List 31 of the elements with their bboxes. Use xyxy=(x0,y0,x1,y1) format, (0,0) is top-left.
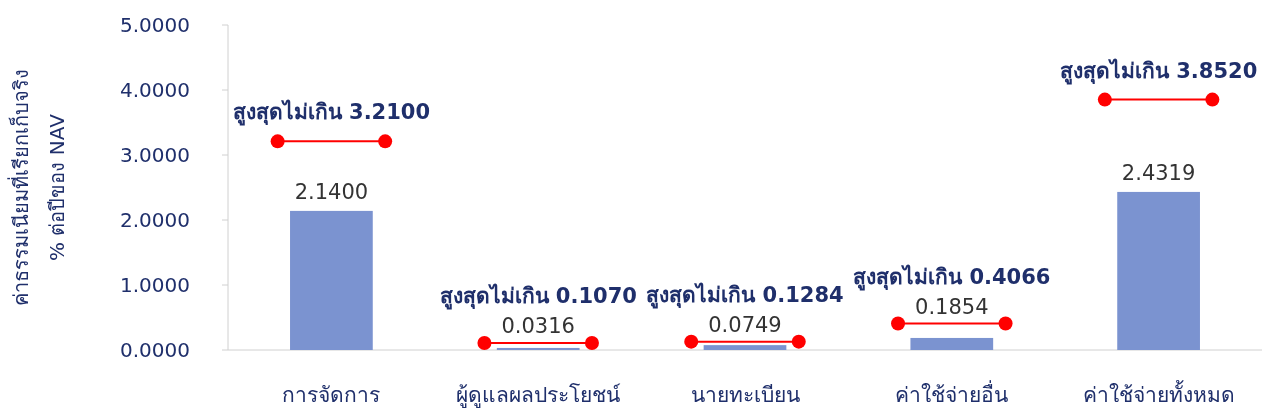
data-label: 0.0749 xyxy=(708,312,782,337)
x-tick-label: ค่าใช้จ่ายทั้งหมด xyxy=(1082,380,1235,407)
x-tick-label: ค่าใช้จ่ายอื่น xyxy=(895,380,1009,407)
bar xyxy=(910,337,994,350)
data-label: 2.4319 xyxy=(1121,160,1196,185)
point xyxy=(270,134,285,149)
y-tick-label: 0.0000 xyxy=(120,338,190,362)
bar xyxy=(290,210,373,350)
y-tick-label: 2.0000 xyxy=(120,208,190,232)
data-label: 0.1854 xyxy=(915,294,989,319)
bar xyxy=(496,347,580,350)
y-tick-label: 3.0000 xyxy=(120,143,190,167)
point xyxy=(891,316,906,331)
point xyxy=(684,334,699,349)
bar xyxy=(1117,191,1200,350)
data-label: สูงสุดไม่เกิน 3.8520 xyxy=(1059,57,1258,85)
y-tick-label: 4.0000 xyxy=(120,78,190,102)
data-label: 2.1400 xyxy=(294,179,369,204)
data-label: 0.0316 xyxy=(501,314,575,339)
point xyxy=(477,336,492,351)
data-label: สูงสุดไม่เกิน 0.1284 xyxy=(646,281,844,309)
y-tick-label: 1.0000 xyxy=(120,273,190,297)
bar xyxy=(703,345,787,350)
data-label: สูงสุดไม่เกิน 0.1070 xyxy=(439,283,637,311)
y-tick-label: 5.0000 xyxy=(120,13,190,37)
data-label: สูงสุดไม่เกิน 3.2100 xyxy=(232,99,431,127)
data-label: สูงสุดไม่เกิน 0.4066 xyxy=(853,263,1051,291)
x-tick-label: นายทะเบียน xyxy=(690,383,800,407)
x-tick-label: ผู้ดูแลผลประโยชน์ xyxy=(456,383,622,408)
y-axis-title: ค่าธรรมเนียมที่เรียกเก็บจริง % ต่อปีของ NAV xyxy=(7,69,69,306)
x-tick-label: การจัดการ xyxy=(282,383,381,407)
